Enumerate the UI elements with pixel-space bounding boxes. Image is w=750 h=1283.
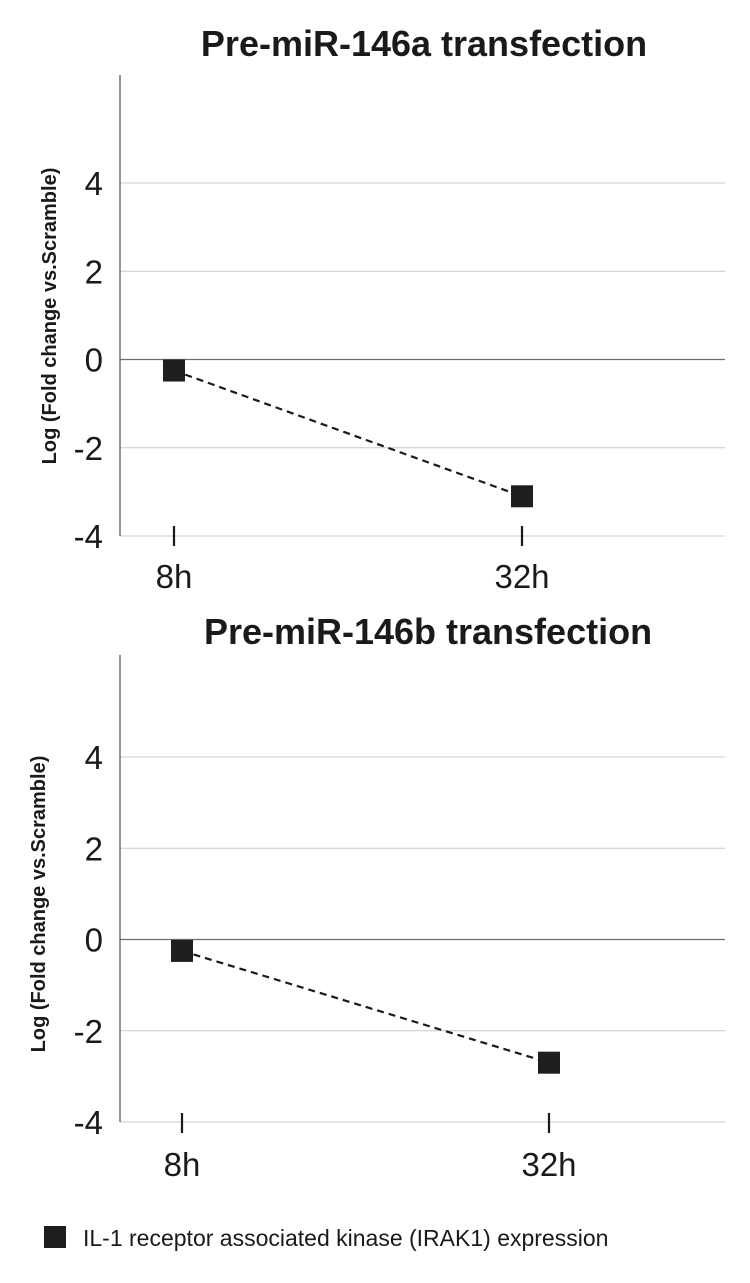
- gridlines: [120, 756, 725, 1123]
- y-tick-label: -4: [74, 518, 103, 555]
- series-irak1: [163, 359, 533, 508]
- y-tick-label: 2: [85, 830, 103, 867]
- gridlines: [120, 182, 725, 537]
- y-tick-label: 0: [85, 922, 103, 959]
- x-tick-labels: 8h 32h: [156, 526, 550, 595]
- series-irak1: [171, 939, 560, 1074]
- y-tick-label: 4: [85, 165, 103, 202]
- x-tick-labels: 8h 32h: [164, 1113, 577, 1183]
- y-tick-label: -4: [74, 1104, 103, 1141]
- y-tick-label: 2: [85, 253, 103, 290]
- y-tick-labels: 4 2 0 -2 -4: [74, 739, 103, 1141]
- y-tick-labels: 4 2 0 -2 -4: [74, 165, 103, 555]
- chart-panel-b: Pre-miR-146b transfection Log (Fold chan…: [28, 611, 725, 1183]
- y-tick-label: 0: [85, 342, 103, 379]
- legend: IL-1 receptor associated kinase (IRAK1) …: [44, 1225, 608, 1251]
- series-line: [173, 369, 523, 498]
- series-line: [181, 949, 550, 1064]
- chart-title: Pre-miR-146a transfection: [201, 23, 647, 64]
- x-tick-label: 32h: [521, 1146, 576, 1183]
- data-point: [171, 939, 193, 962]
- legend-marker: [44, 1226, 66, 1248]
- x-tick-label: 8h: [156, 558, 193, 595]
- y-tick-label: -2: [74, 430, 103, 467]
- data-point: [511, 485, 533, 508]
- y-axis-label: Log (Fold change vs.Scramble): [28, 756, 50, 1053]
- legend-label: IL-1 receptor associated kinase (IRAK1) …: [83, 1225, 608, 1251]
- chart-panel-a: Pre-miR-146a transfection Log (Fold chan…: [39, 23, 725, 595]
- data-point: [538, 1051, 560, 1074]
- y-axis-label: Log (Fold change vs.Scramble): [39, 168, 61, 465]
- x-tick-label: 8h: [164, 1146, 201, 1183]
- y-tick-label: 4: [85, 739, 103, 776]
- data-point: [163, 359, 185, 382]
- y-tick-label: -2: [74, 1013, 103, 1050]
- chart-title: Pre-miR-146b transfection: [204, 611, 652, 652]
- x-tick-label: 32h: [494, 558, 549, 595]
